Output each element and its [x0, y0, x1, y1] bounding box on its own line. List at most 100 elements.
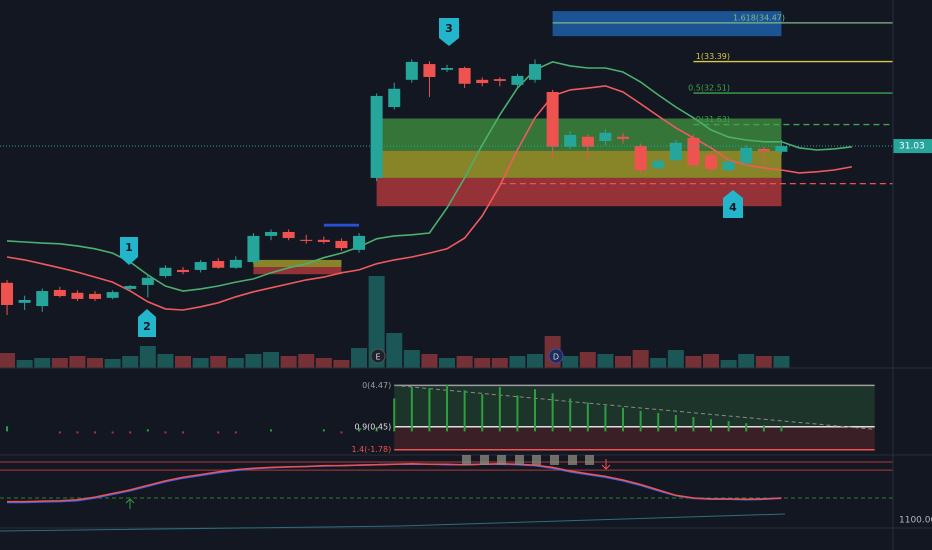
histogram-bar: [322, 429, 325, 432]
volume-bar: [227, 358, 244, 368]
volume-bar: [333, 360, 350, 368]
histogram-bar: [481, 394, 484, 432]
histogram-bar: [745, 423, 748, 432]
marker: 1: [120, 237, 138, 265]
sell-arrow: [601, 459, 611, 470]
volume-bar: [368, 276, 385, 368]
histogram-bar: [727, 421, 730, 432]
zone: [552, 11, 782, 37]
histogram-bar: [164, 431, 167, 434]
event-label: D: [553, 353, 559, 362]
candle-body: [36, 291, 49, 307]
candle-body: [581, 136, 594, 147]
last-price-label: 31.03: [899, 142, 925, 152]
histogram-bar: [410, 387, 413, 432]
histogram-bar: [111, 431, 114, 434]
marks: [0, 22, 893, 504]
volume-bar: [139, 346, 156, 368]
volume-bar: [245, 354, 262, 368]
histogram-bar: [516, 395, 519, 432]
candle-body: [1, 282, 14, 305]
candle-body: [652, 161, 665, 168]
histogram-bar: [498, 387, 501, 432]
volume-bar: [650, 358, 667, 368]
level-label: 0.5(32.51): [688, 84, 730, 93]
candle-body: [722, 161, 735, 171]
histogram-bar: [393, 398, 396, 432]
baseline-trend: [0, 513, 786, 532]
volume-bar: [34, 358, 51, 368]
histogram-bar: [780, 426, 783, 432]
candle-body: [775, 146, 788, 152]
candle-body: [300, 239, 313, 241]
histogram-bar: [446, 385, 449, 432]
volume-bar: [439, 358, 456, 368]
marker: 4: [723, 190, 743, 218]
candle-body: [564, 134, 577, 147]
volume-bar: [87, 358, 104, 368]
histogram-bar: [146, 429, 149, 432]
volume-bar: [16, 360, 33, 368]
volume-bar: [685, 356, 702, 368]
volume-bar: [403, 350, 420, 368]
level-label: 0.9(0.45): [354, 422, 391, 431]
candle-body: [687, 137, 700, 166]
volume-bar: [562, 356, 579, 368]
marker-label: 4: [729, 201, 737, 214]
histogram-bar: [270, 429, 273, 432]
signal-boxes: [462, 455, 594, 465]
histogram-bar: [58, 431, 61, 434]
histogram-bar: [428, 388, 431, 432]
histogram-bar: [586, 402, 589, 432]
marker-label: 1: [125, 241, 133, 254]
volume-bar: [491, 358, 508, 368]
candle-body: [441, 68, 454, 70]
level-zone: [394, 426, 875, 450]
histogram-bar: [692, 417, 695, 432]
event[interactable]: E: [370, 348, 386, 364]
histogram-bar: [622, 407, 625, 432]
zone: [253, 259, 342, 268]
volume-bar: [755, 356, 772, 368]
volume-bar: [456, 356, 473, 368]
trend-line: [394, 384, 875, 430]
last-price-box: [893, 139, 932, 154]
event-label: E: [375, 353, 380, 362]
histogram-bar: [463, 390, 466, 432]
volume-bar: [351, 348, 368, 368]
histogram-bar: [639, 410, 642, 432]
candle-body: [53, 289, 66, 297]
volume-bar: [667, 350, 684, 368]
event[interactable]: D: [548, 348, 564, 364]
histogram-bar: [358, 428, 361, 432]
candle-body: [282, 231, 295, 239]
histogram-bar: [551, 393, 554, 432]
candle-body: [194, 262, 207, 270]
marker-label: 3: [445, 22, 453, 35]
zones: [253, 11, 875, 450]
candle-body: [493, 79, 506, 81]
candle-body: [247, 235, 260, 263]
volume-bar: [738, 354, 755, 368]
candle-body: [71, 292, 84, 299]
marker: 2: [138, 309, 156, 337]
histogram-bar: [234, 431, 237, 434]
marker: 3: [439, 18, 459, 46]
volume-bar: [597, 354, 614, 368]
level-label: 1.618(34.47): [733, 13, 785, 22]
level-label: 1(33.39): [696, 52, 730, 61]
volume-bar: [210, 356, 227, 368]
zone: [253, 267, 342, 275]
volume-bar: [157, 354, 174, 368]
volume-bar: [69, 356, 86, 368]
candle-body: [177, 269, 190, 273]
histogram-bar: [375, 427, 378, 432]
volume-bar: [315, 358, 332, 368]
candle-body: [106, 292, 119, 298]
oscillator-line: [7, 463, 782, 503]
histogram-bar: [710, 419, 713, 432]
candle-body: [476, 79, 489, 84]
volume-bar: [263, 352, 280, 368]
